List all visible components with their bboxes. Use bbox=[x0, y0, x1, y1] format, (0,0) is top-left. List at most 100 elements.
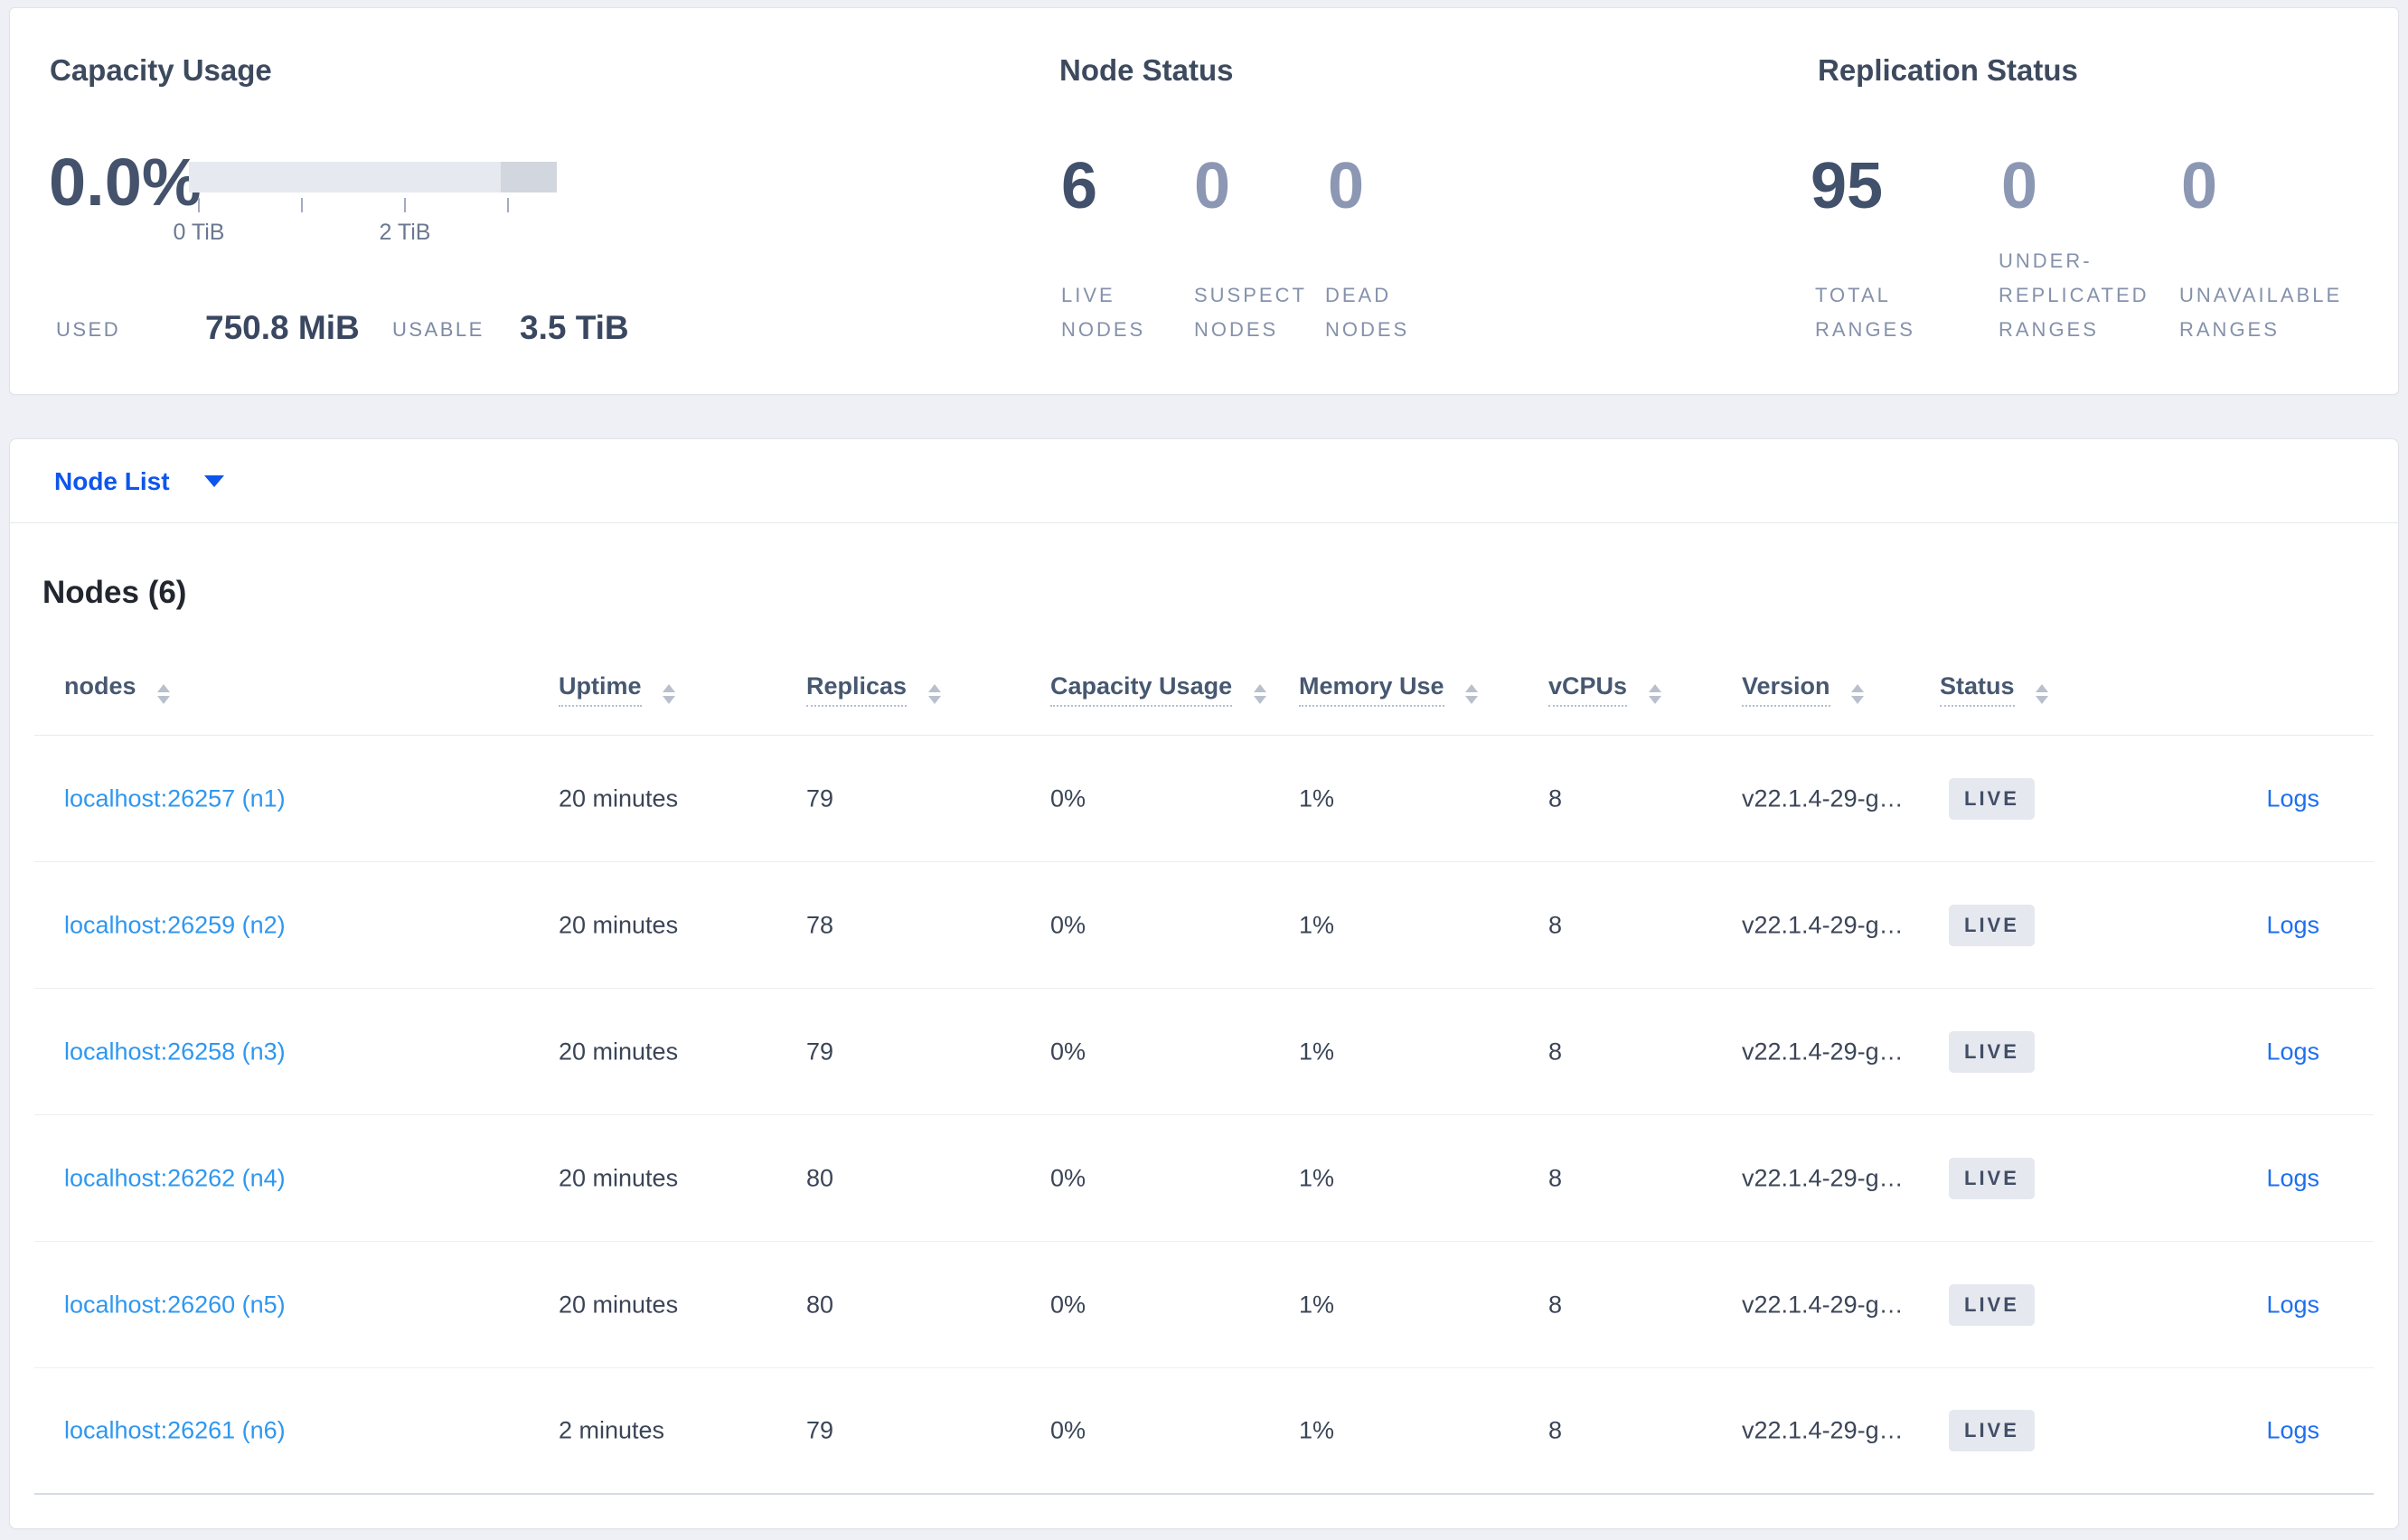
sort-icon bbox=[1253, 684, 1266, 704]
replicas-cell: 80 bbox=[806, 1164, 834, 1191]
logs-link[interactable]: Logs bbox=[2266, 1416, 2319, 1444]
capacity-percent-value: 0.0% bbox=[49, 145, 202, 220]
vcpus-cell: 8 bbox=[1548, 1291, 1563, 1318]
capacity-axis-tick bbox=[404, 198, 406, 212]
status-badge: LIVE bbox=[1949, 1157, 2035, 1199]
node-link[interactable]: localhost:26260 (n5) bbox=[64, 1291, 286, 1318]
version-cell: v22.1.4-29-g… bbox=[1742, 1291, 1904, 1318]
node-status-title: Node Status bbox=[1059, 53, 1234, 87]
capacity-axis-tick bbox=[507, 198, 509, 212]
table-row: localhost:26262 (n4) 20 minutes 80 0% 1%… bbox=[34, 1115, 2374, 1242]
sort-icon bbox=[927, 684, 941, 704]
column-header-version[interactable]: Version bbox=[1742, 672, 1865, 707]
memory-cell: 1% bbox=[1299, 1291, 1335, 1318]
node-list-dropdown[interactable]: Node List bbox=[54, 439, 224, 523]
status-badge: LIVE bbox=[1949, 777, 2035, 820]
logs-link[interactable]: Logs bbox=[2266, 1291, 2319, 1318]
memory-cell: 1% bbox=[1299, 1416, 1335, 1444]
replication-status-title: Replication Status bbox=[1818, 53, 2078, 87]
suspect-nodes-count: 0 bbox=[1194, 150, 1231, 222]
chevron-down-icon bbox=[203, 475, 224, 487]
capacity-axis-tick bbox=[198, 198, 200, 212]
status-badge: LIVE bbox=[1949, 1410, 2035, 1451]
dead-nodes-count: 0 bbox=[1328, 150, 1365, 222]
nodes-table-header: nodes Uptime Replicas Capacity Usage Mem… bbox=[34, 672, 2374, 736]
sort-icon bbox=[1648, 684, 1661, 704]
total-ranges-label: TOTAL RANGES bbox=[1815, 284, 1915, 341]
column-header-memory-use[interactable]: Memory Use bbox=[1299, 672, 1479, 707]
unavailable-ranges-count: 0 bbox=[2181, 150, 2218, 222]
replicas-cell: 79 bbox=[806, 1416, 834, 1444]
node-link[interactable]: localhost:26257 (n1) bbox=[64, 784, 286, 812]
capacity-usage-title: Capacity Usage bbox=[50, 53, 272, 87]
capacity-cell: 0% bbox=[1050, 1291, 1086, 1318]
version-cell: v22.1.4-29-g… bbox=[1742, 911, 1904, 938]
replicas-cell: 79 bbox=[806, 784, 834, 812]
logs-link[interactable]: Logs bbox=[2266, 911, 2319, 938]
capacity-usage-bar-reserved-segment bbox=[501, 162, 557, 192]
nodes-count-heading: Nodes (6) bbox=[42, 575, 187, 610]
memory-cell: 1% bbox=[1299, 784, 1335, 812]
unavailable-ranges-label: UNAVAILABLE RANGES bbox=[2179, 284, 2343, 341]
table-header-divider bbox=[34, 735, 2374, 736]
memory-cell: 1% bbox=[1299, 911, 1335, 938]
logs-link[interactable]: Logs bbox=[2266, 1164, 2319, 1191]
capacity-usage-bar bbox=[189, 162, 557, 192]
vcpus-cell: 8 bbox=[1548, 1164, 1563, 1191]
node-list-card: Node List Nodes (6) nodes Uptime Replica… bbox=[9, 438, 2399, 1529]
capacity-usable-label: USABLE bbox=[392, 318, 484, 341]
replicas-cell: 79 bbox=[806, 1038, 834, 1065]
node-list-dropdown-label: Node List bbox=[54, 466, 170, 495]
column-header-replicas[interactable]: Replicas bbox=[806, 672, 941, 707]
uptime-cell: 20 minutes bbox=[559, 1291, 679, 1318]
suspect-nodes-label: SUSPECT NODES bbox=[1194, 284, 1307, 341]
memory-cell: 1% bbox=[1299, 1038, 1335, 1065]
table-row: localhost:26259 (n2) 20 minutes 78 0% 1%… bbox=[34, 862, 2374, 989]
table-row: localhost:26257 (n1) 20 minutes 79 0% 1%… bbox=[34, 736, 2374, 862]
column-header-status[interactable]: Status bbox=[1940, 672, 2049, 707]
node-link[interactable]: localhost:26259 (n2) bbox=[64, 911, 286, 938]
under-replicated-ranges-label: UNDER-REPLICATED RANGES bbox=[1999, 249, 2149, 341]
vcpus-cell: 8 bbox=[1548, 784, 1563, 812]
uptime-cell: 20 minutes bbox=[559, 1164, 679, 1191]
column-header-nodes[interactable]: nodes bbox=[64, 672, 171, 704]
capacity-usable-value: 3.5 TiB bbox=[520, 309, 629, 346]
node-link[interactable]: localhost:26261 (n6) bbox=[64, 1416, 286, 1444]
uptime-cell: 2 minutes bbox=[559, 1416, 665, 1444]
live-nodes-count: 6 bbox=[1061, 150, 1098, 222]
capacity-axis-tick bbox=[301, 198, 303, 212]
capacity-used-label: USED bbox=[56, 318, 121, 341]
uptime-cell: 20 minutes bbox=[559, 1038, 679, 1065]
capacity-cell: 0% bbox=[1050, 1038, 1086, 1065]
capacity-axis-label-2: 2 TiB bbox=[379, 220, 431, 245]
sort-icon bbox=[2036, 684, 2049, 704]
node-link[interactable]: localhost:26262 (n4) bbox=[64, 1164, 286, 1191]
status-badge: LIVE bbox=[1949, 904, 2035, 946]
vcpus-cell: 8 bbox=[1548, 911, 1563, 938]
uptime-cell: 20 minutes bbox=[559, 784, 679, 812]
capacity-cell: 0% bbox=[1050, 784, 1086, 812]
capacity-cell: 0% bbox=[1050, 911, 1086, 938]
version-cell: v22.1.4-29-g… bbox=[1742, 1164, 1904, 1191]
node-link[interactable]: localhost:26258 (n3) bbox=[64, 1038, 286, 1065]
total-ranges-count: 95 bbox=[1811, 150, 1884, 222]
under-replicated-ranges-count: 0 bbox=[2001, 150, 2038, 222]
logs-link[interactable]: Logs bbox=[2266, 1038, 2319, 1065]
column-header-vcpus[interactable]: vCPUs bbox=[1548, 672, 1661, 707]
vcpus-cell: 8 bbox=[1548, 1416, 1563, 1444]
version-cell: v22.1.4-29-g… bbox=[1742, 1038, 1904, 1065]
capacity-used-value: 750.8 MiB bbox=[205, 309, 360, 346]
capacity-axis-label-0: 0 TiB bbox=[173, 220, 225, 245]
vcpus-cell: 8 bbox=[1548, 1038, 1563, 1065]
logs-link[interactable]: Logs bbox=[2266, 784, 2319, 812]
node-list-header-bar: Node List bbox=[10, 439, 2398, 523]
table-row: localhost:26261 (n6) 2 minutes 79 0% 1% … bbox=[34, 1368, 2374, 1495]
replicas-cell: 78 bbox=[806, 911, 834, 938]
column-header-capacity-usage[interactable]: Capacity Usage bbox=[1050, 672, 1266, 707]
nodes-table-body: localhost:26257 (n1) 20 minutes 79 0% 1%… bbox=[34, 736, 2374, 1495]
capacity-cell: 0% bbox=[1050, 1416, 1086, 1444]
table-row: localhost:26258 (n3) 20 minutes 79 0% 1%… bbox=[34, 989, 2374, 1115]
column-header-uptime[interactable]: Uptime bbox=[559, 672, 676, 707]
cluster-summary-card: Capacity Usage 0.0% 0 TiB 2 TiB USED 750… bbox=[9, 7, 2399, 395]
